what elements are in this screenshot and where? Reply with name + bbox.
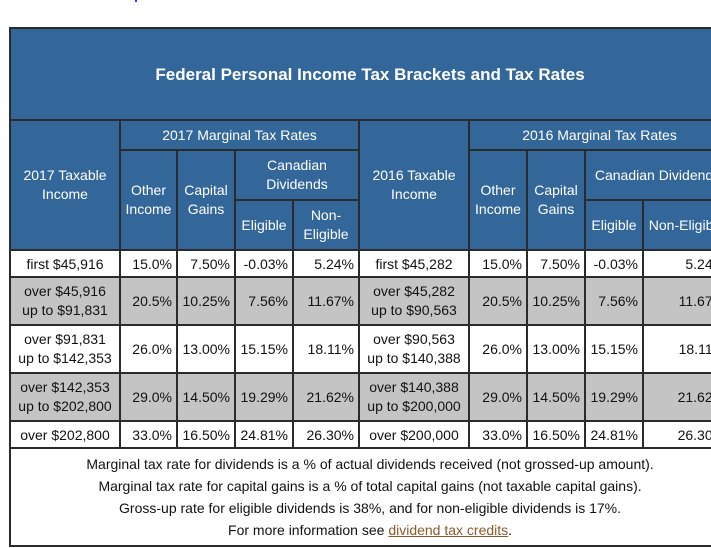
cell-n16: 5.24% (641, 249, 711, 278)
cell-c17: 7.50% (176, 249, 236, 278)
cell-n16: 21.62% (641, 372, 711, 422)
cell-n16: 18.11% (641, 324, 711, 374)
cell-e16: 19.29% (584, 372, 644, 422)
cell-c17: 14.50% (176, 372, 236, 422)
cell-inc16: first $45,282 (358, 249, 470, 278)
cell-e16: -0.03% (584, 249, 644, 278)
cell-inc16: over $45,282 up to $90,563 (358, 276, 470, 326)
header-2017-income: 2017 Taxable Income (9, 119, 121, 251)
table-row: over $202,800 33.0% 16.50% 24.81% 26.30% over… (9, 420, 711, 449)
table-title: Federal Personal Income Tax Brackets and… (8, 27, 711, 121)
header-2017-rates: 2017 Marginal Tax Rates (119, 119, 360, 151)
cell-o17: 33.0% (119, 420, 178, 449)
stray-dot (135, 0, 137, 2)
dividend-tax-credits-link[interactable]: dividend tax credits (388, 522, 509, 538)
cell-inc16: over $140,388 up to $200,000 (358, 372, 470, 422)
note-gross-up: Gross-up rate for eligible dividends is … (119, 500, 621, 516)
note-more-info: For more information see dividend tax cr… (11, 519, 711, 541)
cell-e17: 7.56% (234, 276, 294, 326)
cell-o16: 26.0% (468, 324, 528, 374)
more-info-text: For more information see (228, 522, 389, 538)
header-non-eligible-2017: Non-Eligible (292, 199, 360, 251)
header-other-income-2016: Other Income (468, 149, 528, 251)
cell-n16: 26.30% (641, 420, 711, 449)
cell-e17: 24.81% (234, 420, 294, 449)
cell-n16: 11.67% (641, 276, 711, 326)
cell-o17: 26.0% (119, 324, 178, 374)
cell-c16: 7.50% (526, 249, 586, 278)
cell-c16: 16.50% (526, 420, 586, 449)
header-eligible-2016: Eligible (584, 199, 644, 251)
tax-table-container: Federal Personal Income Tax Brackets and… (8, 27, 711, 547)
note-capital-gains: Marginal tax rate for capital gains is a… (98, 478, 642, 494)
cell-inc17: over $202,800 (9, 420, 121, 449)
header-dividends-2016: Canadian Dividends (583, 149, 711, 201)
cell-o17: 29.0% (119, 372, 178, 422)
cell-e16: 24.81% (584, 420, 644, 449)
cell-e17: 19.29% (234, 372, 294, 422)
header-2016-income: 2016 Taxable Income (358, 119, 470, 251)
header-capital-gains-2017: Capital Gains (176, 149, 236, 251)
cell-n17: 11.67% (292, 276, 360, 326)
cell-n17: 5.24% (292, 249, 360, 278)
header-other-income-2017: Other Income (119, 149, 178, 251)
more-info-period: . (508, 522, 513, 538)
cell-c16: 13.00% (526, 324, 586, 374)
table-row: over $45,916 up to $91,831 20.5% 10.25% 7.5… (9, 276, 711, 326)
header-dividends-2017: Canadian Dividends (234, 149, 360, 201)
cell-c17: 13.00% (176, 324, 236, 374)
cell-o16: 15.0% (468, 249, 528, 278)
cell-c17: 10.25% (176, 276, 236, 326)
cell-e17: 15.15% (234, 324, 294, 374)
table-row: first $45,916 15.0% 7.50% -0.03% 5.24% first … (9, 249, 711, 278)
cell-o16: 33.0% (468, 420, 528, 449)
header-capital-gains-2016: Capital Gains (526, 149, 586, 251)
cell-inc17: first $45,916 (9, 249, 121, 278)
cell-e17: -0.03% (234, 249, 294, 278)
cell-inc16: over $200,000 (358, 420, 470, 449)
cell-n17: 21.62% (292, 372, 360, 422)
cell-o16: 29.0% (468, 372, 528, 422)
table-notes: Marginal tax rate for dividends is a % o… (8, 447, 711, 547)
note-dividends: Marginal tax rate for dividends is a % o… (86, 456, 654, 472)
cell-e16: 7.56% (584, 276, 644, 326)
cell-o17: 15.0% (119, 249, 178, 278)
cell-inc17: over $45,916 up to $91,831 (9, 276, 121, 326)
cell-c16: 10.25% (526, 276, 586, 326)
table-row: over $142,353 up to $202,800 29.0% 14.50% 1… (9, 372, 711, 422)
table-row: over $91,831 up to $142,353 26.0% 13.00% 15… (9, 324, 711, 374)
header-eligible-2017: Eligible (234, 199, 294, 251)
cell-e16: 15.15% (584, 324, 644, 374)
cell-inc17: over $91,831 up to $142,353 (9, 324, 121, 374)
cell-c16: 14.50% (526, 372, 586, 422)
header-2016-rates: 2016 Marginal Tax Rates (467, 119, 711, 151)
cell-n17: 26.30% (292, 420, 360, 449)
header-non-eligible-2016: Non-Eligible (641, 199, 711, 251)
tax-brackets-table: Federal Personal Income Tax Brackets and… (8, 27, 711, 547)
cell-c17: 16.50% (176, 420, 236, 449)
cell-n17: 18.11% (292, 324, 360, 374)
cell-inc17: over $142,353 up to $202,800 (9, 372, 121, 422)
cell-o17: 20.5% (119, 276, 178, 326)
cell-o16: 20.5% (468, 276, 528, 326)
cell-inc16: over $90,563 up to $140,388 (358, 324, 470, 374)
